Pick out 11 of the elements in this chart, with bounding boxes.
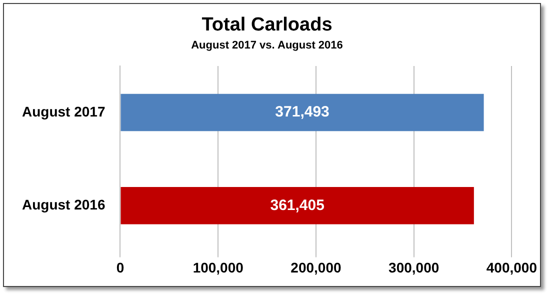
chart-title: Total Carloads: [202, 14, 332, 36]
y-tick-label: August 2016: [22, 196, 106, 213]
y-tick-label: August 2017: [22, 103, 106, 120]
data-label: 371,493: [275, 104, 330, 121]
x-tick-label: 300,000: [388, 259, 440, 276]
data-label: 361,405: [270, 196, 324, 214]
x-tick-label: 400,000: [486, 259, 538, 276]
x-tick-label: 100,000: [192, 259, 244, 276]
x-tick-label: 0: [116, 259, 124, 276]
chart-subtitle: August 2017 vs. August 2016: [191, 39, 343, 52]
x-tick-label: 200,000: [290, 259, 342, 276]
